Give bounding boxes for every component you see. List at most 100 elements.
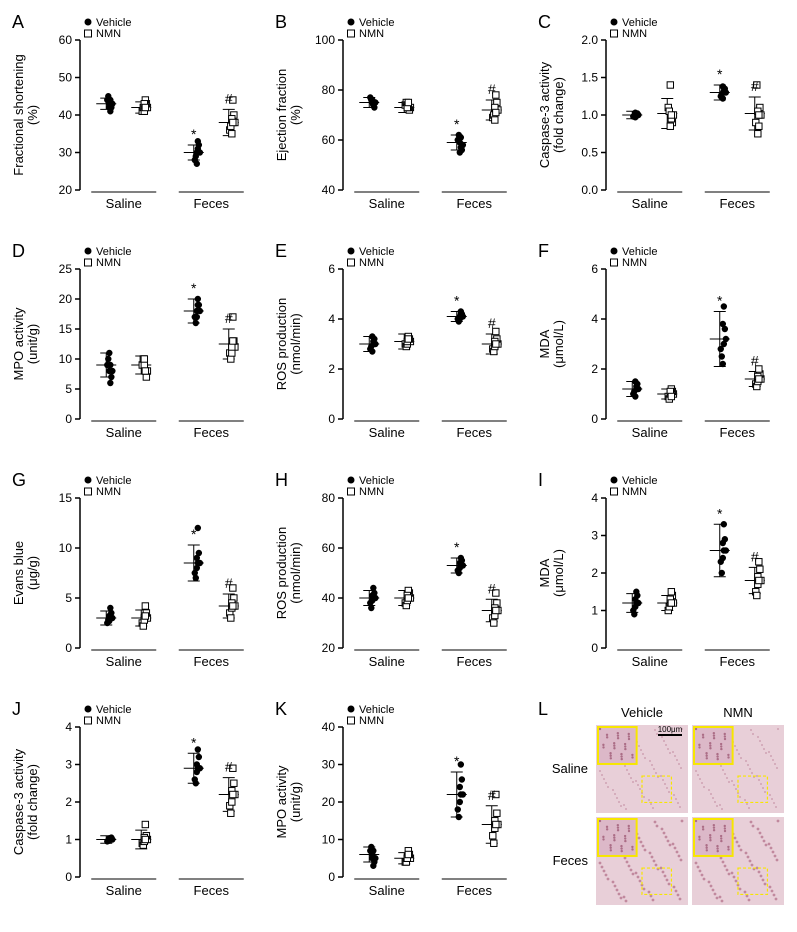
svg-text:10: 10 (59, 541, 73, 555)
svg-text:6: 6 (591, 262, 598, 276)
chart-J: 01234Caspase-3 activity(fold change)Vehi… (10, 697, 269, 922)
svg-text:NMN: NMN (622, 257, 647, 269)
svg-text:0: 0 (591, 641, 598, 655)
svg-text:100μm: 100μm (658, 725, 683, 734)
svg-text:1.5: 1.5 (581, 71, 598, 85)
svg-text:Feces: Feces (194, 425, 230, 440)
panel-label-C: C (538, 12, 551, 33)
svg-text:2: 2 (591, 362, 598, 376)
svg-text:Feces: Feces (194, 196, 230, 211)
panel-E: E0246ROS production(nmol/min)VehicleNMN*… (273, 239, 532, 464)
svg-text:MPO activity(unit/g): MPO activity(unit/g) (274, 765, 303, 838)
panel-I: I01234MDA(μmol/L)VehicleNMN*#SalineFeces (536, 468, 795, 693)
svg-text:Saline: Saline (632, 196, 668, 211)
svg-text:40: 40 (322, 720, 336, 734)
svg-text:*: * (191, 280, 197, 296)
svg-text:*: * (191, 526, 197, 542)
chart-K: 010203040MPO activity(unit/g)VehicleNMN*… (273, 697, 532, 922)
svg-text:NMN: NMN (622, 486, 647, 498)
svg-text:Feces: Feces (457, 654, 493, 669)
svg-text:*: * (454, 293, 460, 309)
svg-text:40: 40 (59, 108, 73, 122)
svg-text:3: 3 (65, 758, 72, 772)
chart-C: 0.00.51.01.52.0Caspase-3 activity(fold c… (536, 10, 795, 235)
svg-text:#: # (751, 78, 759, 94)
panel-H: H20406080ROS production(nmol/min)Vehicle… (273, 468, 532, 693)
svg-text:20: 20 (322, 795, 336, 809)
svg-text:0: 0 (65, 641, 72, 655)
panel-C: C0.00.51.01.52.0Caspase-3 activity(fold … (536, 10, 795, 235)
svg-text:4: 4 (591, 491, 598, 505)
svg-text:0: 0 (65, 412, 72, 426)
svg-text:30: 30 (322, 758, 336, 772)
chart-E: 0246ROS production(nmol/min)VehicleNMN*#… (273, 239, 532, 464)
svg-text:30: 30 (59, 146, 73, 160)
panel-F: F0246MDA(μmol/L)VehicleNMN*#SalineFeces (536, 239, 795, 464)
panel-label-L: L (538, 699, 548, 720)
svg-text:2.0: 2.0 (581, 33, 598, 47)
svg-text:NMN: NMN (723, 705, 753, 720)
svg-text:Saline: Saline (369, 196, 405, 211)
svg-text:0.5: 0.5 (581, 146, 598, 160)
svg-text:ROS production(nmol/min): ROS production(nmol/min) (274, 527, 303, 620)
svg-text:Saline: Saline (369, 883, 405, 898)
svg-text:60: 60 (322, 541, 336, 555)
svg-text:*: * (454, 539, 460, 555)
svg-text:0: 0 (328, 412, 335, 426)
svg-text:#: # (225, 310, 233, 326)
svg-text:Caspase-3 activity(fold change: Caspase-3 activity(fold change) (11, 748, 40, 855)
svg-text:*: * (717, 66, 723, 82)
svg-text:4: 4 (65, 720, 72, 734)
panel-A: A2030405060Fractional shortening(%)Vehic… (10, 10, 269, 235)
svg-text:Saline: Saline (632, 654, 668, 669)
svg-text:#: # (751, 353, 759, 369)
svg-text:*: * (717, 505, 723, 521)
svg-text:Saline: Saline (106, 883, 142, 898)
svg-text:MDA(μmol/L): MDA(μmol/L) (537, 320, 566, 368)
svg-text:NMN: NMN (359, 257, 384, 269)
chart-B: 406080100Ejection fraction(%)VehicleNMN*… (273, 10, 532, 235)
panel-label-I: I (538, 470, 543, 491)
panel-label-F: F (538, 241, 549, 262)
svg-text:5: 5 (65, 382, 72, 396)
svg-text:4: 4 (591, 312, 598, 326)
panel-B: B406080100Ejection fraction(%)VehicleNMN… (273, 10, 532, 235)
svg-text:1.0: 1.0 (581, 108, 598, 122)
chart-I: 01234MDA(μmol/L)VehicleNMN*#SalineFeces (536, 468, 795, 693)
svg-text:1: 1 (65, 833, 72, 847)
svg-text:6: 6 (328, 262, 335, 276)
panel-label-K: K (275, 699, 287, 720)
svg-text:NMN: NMN (622, 28, 647, 40)
svg-text:60: 60 (322, 133, 336, 147)
svg-text:*: * (191, 734, 197, 750)
chart-D: 0510152025MPO activity(unit/g)VehicleNMN… (10, 239, 269, 464)
svg-text:100: 100 (315, 33, 335, 47)
svg-text:Saline: Saline (369, 425, 405, 440)
svg-text:Feces: Feces (457, 196, 493, 211)
svg-text:#: # (488, 315, 496, 331)
svg-text:40: 40 (322, 183, 336, 197)
svg-text:0: 0 (328, 870, 335, 884)
svg-text:80: 80 (322, 491, 336, 505)
panel-G: G051015Evans blue(μg/g)VehicleNMN*#Salin… (10, 468, 269, 693)
svg-text:MPO activity(unit/g): MPO activity(unit/g) (11, 307, 40, 380)
panel-J: J01234Caspase-3 activity(fold change)Veh… (10, 697, 269, 922)
svg-text:NMN: NMN (96, 28, 121, 40)
svg-text:Evans blue(μg/g): Evans blue(μg/g) (11, 541, 40, 605)
svg-text:15: 15 (59, 322, 73, 336)
svg-text:Feces: Feces (194, 654, 230, 669)
svg-text:NMN: NMN (359, 28, 384, 40)
svg-text:Saline: Saline (552, 761, 588, 776)
svg-text:*: * (454, 116, 460, 132)
svg-text:Feces: Feces (457, 425, 493, 440)
svg-text:#: # (225, 90, 233, 106)
svg-text:10: 10 (59, 352, 73, 366)
svg-text:10: 10 (322, 833, 336, 847)
panel-label-D: D (12, 241, 25, 262)
chart-H: 20406080ROS production(nmol/min)VehicleN… (273, 468, 532, 693)
svg-text:40: 40 (322, 591, 336, 605)
svg-text:Feces: Feces (457, 883, 493, 898)
svg-text:Saline: Saline (106, 654, 142, 669)
svg-text:NMN: NMN (96, 486, 121, 498)
svg-text:Saline: Saline (106, 196, 142, 211)
